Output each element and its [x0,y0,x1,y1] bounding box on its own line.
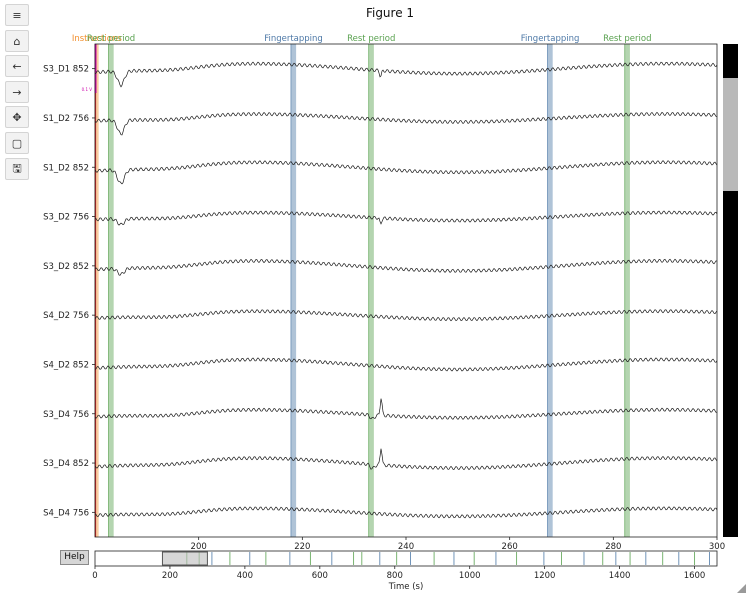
x-tick-label: 200 [191,542,207,552]
annotation-label: Rest period [87,34,135,44]
annotation-span[interactable] [624,44,630,537]
channel-label[interactable]: S4_D2 852 [43,360,89,370]
channel-label[interactable]: S3_D4 756 [43,410,89,420]
channel-trace[interactable] [94,398,718,420]
home-icon[interactable]: ⌂ [5,30,29,52]
channel-label[interactable]: S3_D2 756 [43,213,89,223]
menu-icon[interactable]: ≡ [5,4,29,26]
annotation-span[interactable] [368,44,374,537]
channel-trace[interactable] [94,506,718,519]
vertical-scrollbar-thumb[interactable] [723,78,738,191]
channel-trace[interactable] [94,357,718,372]
back-arrow-icon[interactable]: ← [5,55,29,77]
overview-x-tick-label: 0 [92,571,97,581]
channel-label[interactable]: S1_D2 852 [43,163,89,173]
annotation-span[interactable] [547,44,553,537]
channel-trace[interactable] [94,448,718,471]
overview-x-tick-label: 800 [387,571,403,581]
plot-area[interactable] [95,44,717,537]
overview-x-axis-label: Time (s) [388,582,424,592]
x-tick-label: 220 [294,542,310,552]
channel-trace[interactable] [94,210,718,226]
annotation-label: Fingertapping [521,34,580,44]
channel-label[interactable]: S3_D2 852 [43,262,89,272]
overview-x-tick-label: 1200 [534,571,556,581]
x-tick-label: 240 [398,542,414,552]
help-button[interactable]: Help [60,550,89,565]
save-icon[interactable]: 🖫 [5,158,29,180]
overview-x-tick-label: 600 [312,571,328,581]
x-tick-label: 260 [502,542,518,552]
annotation-label: Rest period [347,34,395,44]
channel-trace[interactable] [94,258,718,276]
figure-title: Figure 1 [365,6,415,20]
channel-label[interactable]: S1_D2 756 [43,114,89,124]
annotation-label: Fingertapping [264,34,323,44]
overview-window[interactable] [161,551,208,566]
overview-x-tick-label: 400 [237,571,253,581]
overview-x-tick-label: 1600 [684,571,706,581]
overview-x-tick-label: 200 [162,571,178,581]
x-tick-label: 280 [605,542,621,552]
annotation-span[interactable] [290,44,297,537]
x-tick-label: 300 [709,542,725,552]
forward-arrow-icon[interactable]: → [5,81,29,103]
channel-label[interactable]: S3_D1 852 [43,65,89,75]
annotation-label: Instructions [72,34,122,44]
channel-trace[interactable] [94,160,718,185]
pan-icon[interactable]: ✥ [5,106,29,128]
annotation-span[interactable] [95,44,99,537]
resize-grip[interactable] [737,584,746,593]
scale-bar-label: 0.1 V [82,87,93,92]
channel-label[interactable]: S3_D4 852 [43,459,89,469]
annotation-span[interactable] [108,44,114,537]
overview-x-tick-label: 1000 [459,571,481,581]
zoom-rect-icon[interactable]: ▢ [5,132,29,154]
channel-label[interactable]: S4_D4 756 [43,508,89,518]
channel-trace[interactable] [94,309,718,322]
channel-trace[interactable] [94,111,718,136]
channel-label[interactable]: S4_D2 756 [43,311,89,321]
annotation-label: Rest period [603,34,651,44]
channel-trace[interactable] [94,61,718,88]
overview-x-tick-label: 1400 [609,571,631,581]
